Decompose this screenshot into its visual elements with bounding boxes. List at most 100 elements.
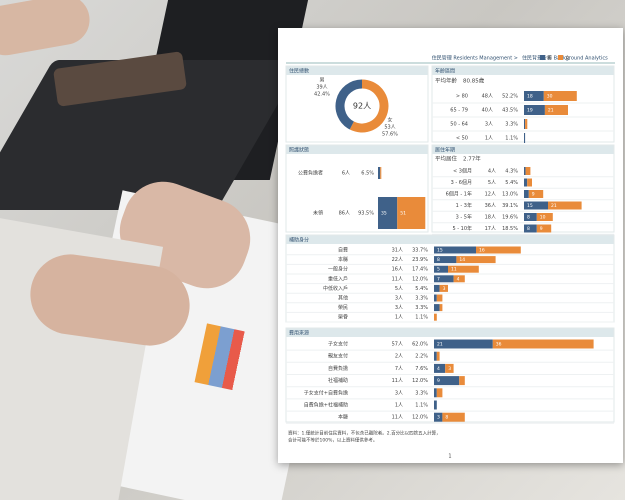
bar-value: 36	[496, 342, 502, 348]
section-frame	[285, 65, 429, 143]
row-pct: 1.1%	[415, 403, 428, 409]
row-count: 17人	[485, 226, 496, 232]
row-count: 3人	[395, 305, 403, 311]
bar-male	[524, 133, 526, 143]
row-count: 1人	[395, 315, 403, 321]
section-frame	[431, 65, 615, 143]
row-label: 5 - 10年	[452, 225, 472, 232]
bar-male	[378, 167, 381, 179]
bar-value: 3	[443, 286, 446, 292]
bar-male	[434, 294, 437, 302]
row-pct: 52.2%	[502, 94, 518, 100]
row-count: 4人	[488, 169, 496, 175]
row-label: 50 - 64	[450, 122, 468, 128]
row-pct: 23.9%	[412, 257, 428, 263]
row-label: 親友支付	[328, 353, 348, 360]
row-count: 3人	[485, 122, 493, 128]
bar-male	[434, 284, 440, 292]
row-label: 中低收入戶	[323, 285, 348, 292]
row-pct: 3.3%	[415, 305, 428, 311]
row-pct: 7.6%	[415, 366, 428, 372]
breadcrumb: 住民管理 Residents Management >	[432, 55, 518, 62]
row-count: 22人	[392, 257, 403, 263]
bar-female	[525, 119, 528, 129]
row-pct: 13.0%	[502, 192, 518, 198]
row-pct: 19.6%	[502, 215, 518, 221]
bar-female	[459, 376, 465, 386]
slice-pct: 42.4%	[314, 92, 330, 98]
row-pct: 17.4%	[412, 267, 428, 273]
page-number: 1	[448, 454, 451, 460]
bar-value: 30	[547, 94, 553, 100]
section-frame	[285, 144, 429, 233]
bar-value: 9	[532, 192, 535, 198]
bar-value: 21	[551, 203, 557, 209]
donut-center: 92人	[353, 102, 371, 111]
bar-male	[524, 213, 537, 221]
avg-value: 80.85歲	[463, 77, 485, 85]
bar-value: 8	[527, 215, 530, 221]
bar-value: 21	[548, 108, 554, 114]
row-pct: 1.1%	[505, 136, 518, 142]
row-count: 36人	[485, 203, 496, 209]
row-label: 3 - 6個月	[451, 179, 472, 186]
row-label: > 80	[456, 94, 468, 100]
bar-male	[434, 351, 437, 361]
row-count: 2人	[395, 354, 403, 360]
bar-female	[397, 197, 426, 229]
row-label: < 3個月	[453, 168, 472, 175]
bar-male	[434, 388, 437, 398]
row-count: 3人	[395, 390, 403, 396]
bar-female	[528, 190, 544, 198]
bar-female	[456, 256, 496, 264]
row-label: 公費負擔者	[298, 170, 323, 177]
legend-label: 女	[565, 55, 570, 62]
bar-female	[380, 167, 382, 179]
bar-male	[524, 119, 526, 129]
bar-male	[524, 201, 548, 210]
section-title: 照護狀態	[289, 146, 309, 153]
bar-value: 16	[479, 248, 485, 254]
footnote: 資料：1.僅統計目前住民資料，不包含已離院者。2.百分比以四捨五入計算，	[288, 430, 441, 437]
row-pct: 33.7%	[412, 248, 428, 254]
slice-count: 39人	[316, 85, 327, 91]
bar-female	[436, 294, 443, 302]
row-pct: 3.3%	[415, 390, 428, 396]
section-title-bar	[432, 66, 614, 75]
row-label: 社福補助	[328, 377, 348, 384]
row-pct: 5.4%	[415, 286, 428, 292]
bar-value: 8	[445, 415, 448, 421]
bar-male	[434, 265, 448, 273]
bar-female	[536, 213, 553, 221]
row-count: 31人	[392, 248, 403, 254]
section-title-bar	[286, 235, 614, 244]
donut-slice	[335, 79, 363, 130]
row-count: 11人	[392, 415, 403, 421]
row-pct: 62.0%	[412, 342, 428, 348]
row-label: 65 - 79	[450, 108, 468, 114]
bar-value: 3	[448, 366, 451, 372]
bar-male	[434, 275, 454, 283]
bar-female	[525, 167, 531, 175]
bar-male	[434, 246, 476, 254]
row-count: 7人	[395, 366, 403, 372]
bar-female	[445, 363, 454, 373]
bar-female	[439, 284, 448, 292]
row-pct: 12.0%	[412, 378, 428, 384]
footnote: 合計可能不等於100%，以上資料僅供參考。	[288, 437, 377, 444]
bar-female	[448, 265, 479, 273]
section-title: 居住年期	[435, 146, 455, 153]
slice-name: 男	[319, 78, 324, 84]
bar-value: 19	[527, 108, 533, 114]
row-pct: 3.3%	[505, 122, 518, 128]
bar-female	[543, 91, 577, 101]
section-title: 費用來源	[289, 329, 309, 336]
row-pct: 18.5%	[502, 226, 518, 232]
row-count: 48人	[482, 94, 493, 100]
bar-female	[548, 201, 582, 210]
bar-male	[434, 400, 437, 410]
bar-male	[524, 167, 526, 175]
bar-male	[524, 190, 529, 198]
row-label: 3 - 5年	[456, 214, 472, 221]
